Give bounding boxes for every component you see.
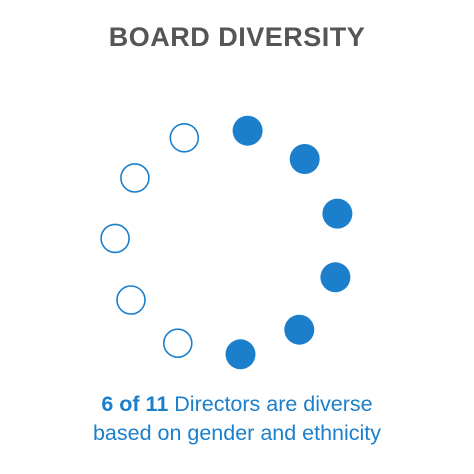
empty-director-dot [163,328,193,359]
filled-director-dot [225,339,256,370]
filled-director-dot [289,144,320,174]
caption-line-1: 6 of 11 Directors are diverse [0,390,474,419]
empty-director-dot [169,123,200,153]
caption-line-2: based on gender and ethnicity [92,421,382,445]
filled-director-dot [284,314,315,345]
caption-rest: Directors are diverse [168,392,373,416]
page-title: BOARD DIVERSITY [108,22,366,52]
empty-director-dot [120,163,150,193]
empty-director-dot [116,285,146,315]
diversity-caption: 6 of 11 Directors are diverse based on g… [0,390,474,448]
caption-highlight: 6 of 11 [101,392,169,416]
filled-director-dot [232,115,263,146]
filled-director-dot [322,198,353,229]
empty-director-dot [100,223,130,254]
filled-director-dot [320,262,351,293]
